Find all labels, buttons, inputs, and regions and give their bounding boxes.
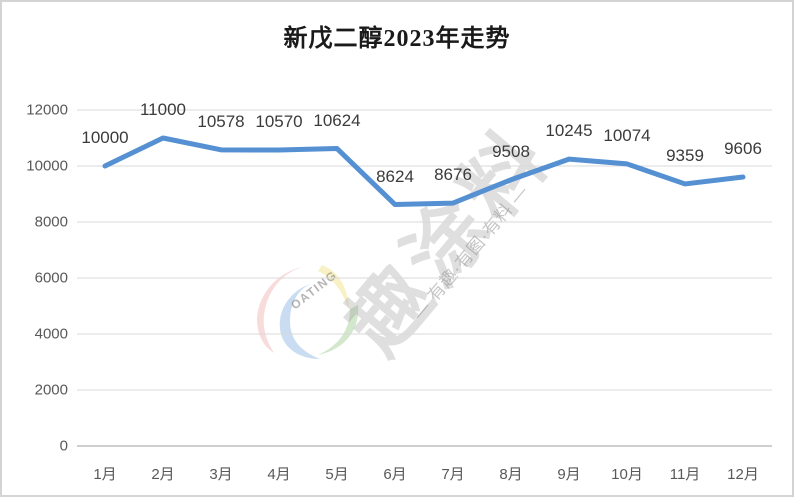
data-label: 8624 [376, 166, 414, 186]
y-axis-tick-label: 12000 [26, 101, 68, 119]
data-label: 9359 [666, 145, 704, 165]
data-label: 10578 [197, 111, 245, 131]
data-label: 10074 [603, 125, 651, 145]
chart-title: 新戊二醇2023年走势 [283, 26, 511, 52]
data-label: 9606 [724, 139, 762, 159]
x-axis-label: 9月 [557, 466, 581, 483]
y-axis-tick-label: 6000 [34, 269, 68, 287]
data-label: 10624 [313, 110, 361, 130]
x-axis-label: 7月 [441, 466, 465, 483]
x-axis-label: 11月 [669, 466, 701, 483]
x-axis-label: 1月 [93, 466, 117, 483]
y-axis-tick-label: 10000 [26, 157, 68, 175]
x-axis-label: 3月 [209, 466, 233, 483]
x-axis-label: 2月 [151, 466, 175, 483]
data-label: 10570 [255, 112, 303, 132]
data-label: 11000 [139, 100, 187, 119]
data-label: 8676 [434, 165, 472, 185]
y-axis-tick-label: 4000 [34, 325, 68, 343]
x-axis-label: 6月 [383, 466, 407, 483]
data-label: 10245 [545, 121, 593, 141]
y-axis-tick-label: 2000 [34, 381, 68, 399]
data-label: 9508 [492, 141, 530, 161]
x-axis-label: 4月 [267, 466, 291, 483]
series-line [102, 135, 746, 208]
y-axis-tick-label: 0 [59, 437, 68, 455]
x-axis-label: 10月 [611, 466, 643, 483]
data-label: 10000 [81, 128, 129, 147]
x-axis-label: 8月 [499, 466, 523, 483]
x-axis-label: 5月 [325, 466, 349, 483]
x-axis-label: 12月 [727, 466, 759, 483]
y-axis-tick-label: 8000 [34, 213, 68, 231]
